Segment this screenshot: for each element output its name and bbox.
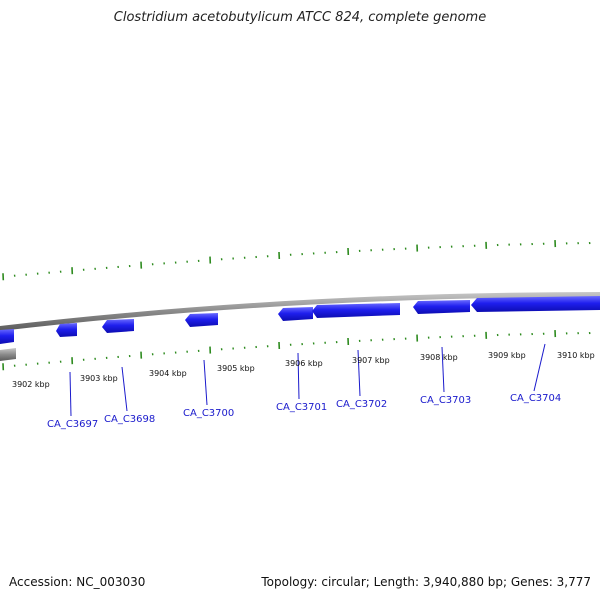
gene-track	[0, 296, 600, 344]
gene-arrow-CA_C3700[interactable]	[185, 313, 218, 327]
backbone-ring-inner	[0, 348, 16, 361]
leader-CA_C3704	[533, 343, 546, 392]
gene-label-CA_C3703[interactable]: CA_C3703	[420, 395, 471, 406]
leader-CA_C3701	[297, 352, 300, 400]
kbp-label: 3906 kbp	[285, 359, 323, 368]
kbp-label: 3903 kbp	[80, 374, 118, 383]
leader-CA_C3700	[203, 359, 208, 406]
gene-label-CA_C3704[interactable]: CA_C3704	[510, 393, 561, 404]
outer-tick-track	[2, 240, 591, 281]
kbp-label: 3902 kbp	[12, 380, 50, 389]
kbp-label: 3909 kbp	[488, 351, 526, 360]
kbp-label: 3908 kbp	[420, 353, 458, 362]
gene-label-CA_C3697[interactable]: CA_C3697	[47, 419, 98, 430]
gene-label-CA_C3701[interactable]: CA_C3701	[276, 402, 327, 413]
kbp-labels: 3902 kbp 3903 kbp 3904 kbp 3905 kbp 3906…	[12, 351, 595, 389]
kbp-label: 3910 kbp	[557, 351, 595, 360]
gene-label-CA_C3700[interactable]: CA_C3700	[183, 408, 234, 419]
kbp-label: 3907 kbp	[352, 356, 390, 365]
gene-label-CA_C3702[interactable]: CA_C3702	[336, 399, 387, 410]
gene-arrow-CA_C3701[interactable]	[278, 307, 313, 321]
gene-arrow-CA_C3704[interactable]	[471, 296, 600, 312]
map-title: Clostridium acetobutylicum ATCC 824, com…	[113, 10, 487, 25]
genome-summary-text: Topology: circular; Length: 3,940,880 bp…	[261, 575, 591, 589]
leader-CA_C3698	[121, 366, 128, 412]
gene-arrow-CA_C3698[interactable]	[102, 319, 134, 333]
accession-text: Accession: NC_003030	[9, 575, 146, 589]
leader-CA_C3697	[69, 371, 72, 417]
gene-label-CA_C3698[interactable]: CA_C3698	[104, 414, 155, 425]
gene-leaders	[69, 343, 546, 417]
gene-arrow-left-edge[interactable]	[0, 329, 14, 344]
backbone-ring	[0, 292, 600, 331]
leader-CA_C3702	[357, 349, 361, 397]
kbp-label: 3904 kbp	[149, 369, 187, 378]
gene-arrow-CA_C3703[interactable]	[413, 300, 470, 314]
inner-tick-track	[2, 330, 591, 371]
leader-CA_C3703	[441, 346, 445, 393]
gene-labels: CA_C3697 CA_C3698 CA_C3700 CA_C3701 CA_C…	[47, 393, 561, 430]
gene-arrow-CA_C3702[interactable]	[312, 303, 400, 318]
gene-arrow-CA_C3697[interactable]	[56, 323, 77, 337]
kbp-label: 3905 kbp	[217, 364, 255, 373]
